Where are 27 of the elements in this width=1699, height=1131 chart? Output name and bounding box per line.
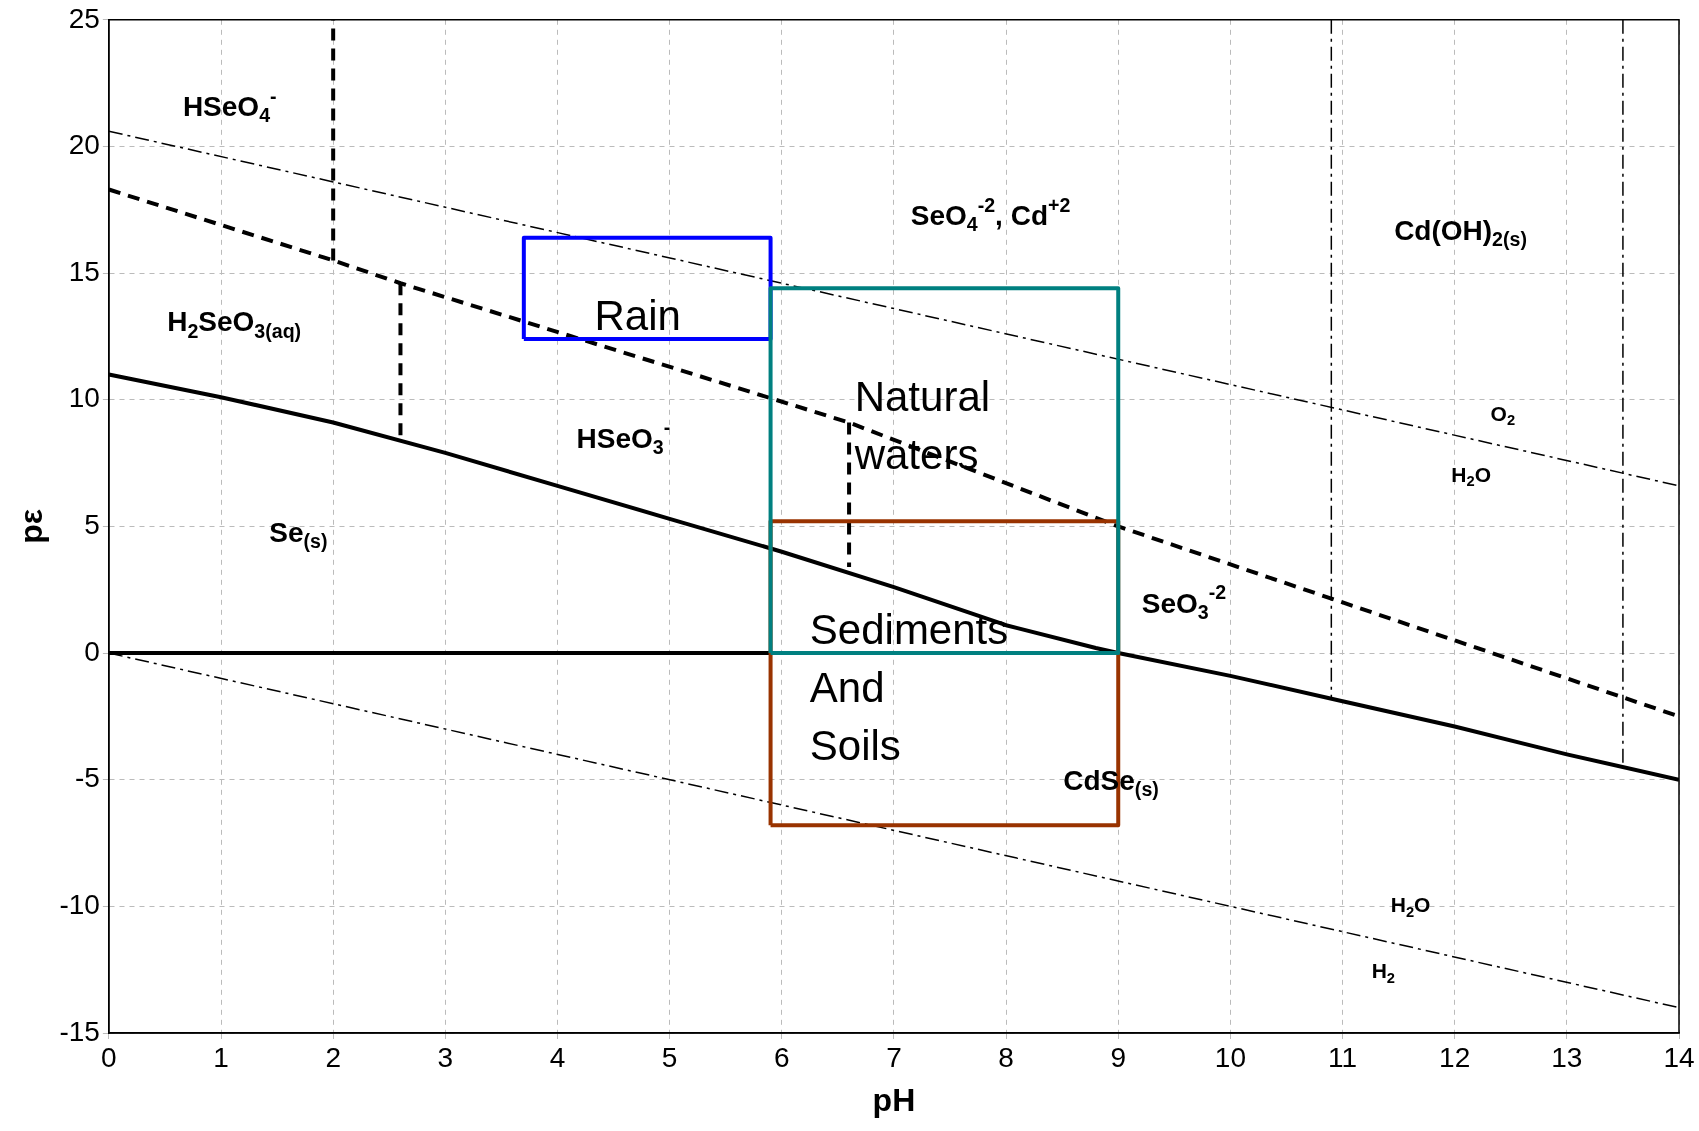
x-tick-label: 3 — [437, 1041, 454, 1073]
x-tick-label: 14 — [1663, 1041, 1695, 1073]
x-tick-label: 6 — [773, 1041, 790, 1073]
x-tick-label: 5 — [661, 1041, 678, 1073]
y-tick-label: -15 — [59, 1015, 100, 1047]
x-tick-label: 1 — [213, 1041, 229, 1073]
x-tick-label: 9 — [1110, 1041, 1127, 1073]
x-tick-label: 10 — [1214, 1041, 1246, 1073]
y-tick-label: 10 — [68, 382, 100, 414]
x-axis-title: pH — [872, 1081, 916, 1118]
y-tick-label: 25 — [68, 2, 100, 34]
annotation: Rain — [594, 292, 681, 340]
x-tick-label: 7 — [886, 1041, 902, 1073]
x-tick-label: 4 — [549, 1041, 566, 1073]
x-tick-label: 8 — [998, 1041, 1014, 1073]
x-tick-label: 12 — [1439, 1041, 1471, 1073]
y-axis-title: pε — [13, 509, 50, 544]
y-tick-label: -10 — [59, 889, 100, 921]
x-tick-label: 2 — [325, 1041, 341, 1073]
y-tick-label: -5 — [74, 762, 100, 794]
y-tick-label: 15 — [68, 255, 100, 287]
y-tick-label: 5 — [84, 509, 100, 541]
x-tick-label: 13 — [1551, 1041, 1583, 1073]
y-tick-label: 20 — [68, 129, 100, 161]
y-tick-label: 0 — [84, 635, 100, 667]
x-tick-label: 11 — [1328, 1041, 1358, 1073]
annotation: Sediments And Soils — [809, 606, 1009, 770]
